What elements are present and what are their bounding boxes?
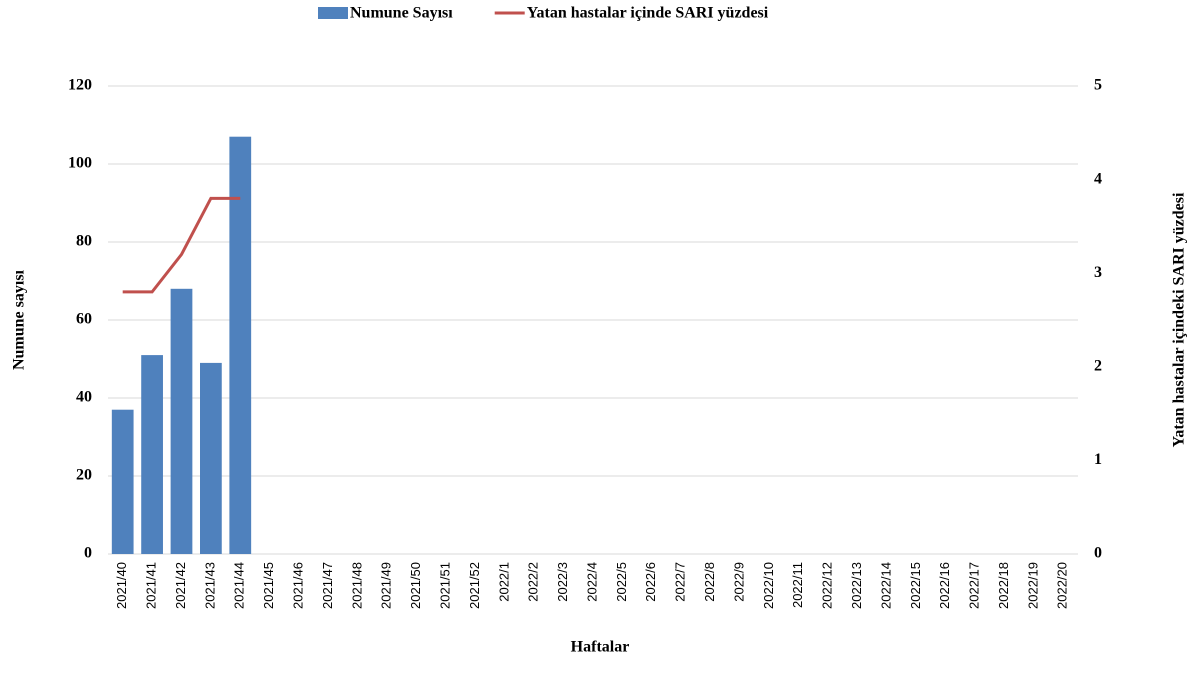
bar [229,136,252,554]
y-tick-label: 0 [84,545,92,562]
bar [200,362,222,554]
x-tick-label: 2021/45 [261,562,276,609]
legend-label: Yatan hastalar içinde SARI yüzdesi [527,5,769,22]
y2-tick-label: 0 [1094,545,1102,562]
x-tick-label: 2021/41 [144,562,159,609]
y-tick-label: 20 [76,467,92,484]
y2-tick-label: 3 [1094,264,1102,281]
y-tick-label: 60 [76,311,92,328]
y-tick-label: 120 [68,77,92,94]
x-tick-label: 2021/51 [437,562,452,609]
x-tick-label: 2021/47 [320,562,335,609]
y2-tick-label: 4 [1094,170,1102,187]
x-tick-label: 2022/2 [526,562,541,602]
x-tick-label: 2021/42 [173,562,188,609]
x-tick-label: 2022/13 [849,562,864,609]
y-tick-label: 100 [68,155,92,172]
x-tick-label: 2022/4 [584,562,599,602]
legend-swatch [318,7,348,19]
y-tick-label: 40 [76,389,92,406]
x-tick-label: 2022/14 [878,562,893,609]
x-tick-label: 2021/52 [467,562,482,609]
line [122,196,241,294]
x-tick-label: 2021/46 [290,562,305,609]
x-tick-label: 2022/15 [908,562,923,609]
x-tick-label: 2022/16 [937,562,952,609]
y-axis-label: Numune sayısı [11,269,28,370]
x-tick-label: 2022/5 [614,562,629,602]
y2-axis-label: Yatan hastalar içindeki SARI yüzdesi [1171,192,1188,447]
x-tick-label: 2022/12 [820,562,835,609]
x-tick-label: 2021/48 [349,562,364,609]
x-tick-label: 2022/18 [996,562,1011,609]
x-tick-label: 2021/50 [408,562,423,609]
x-tick-label: 2022/10 [761,562,776,609]
legend-label: Numune Sayısı [350,5,453,22]
x-tick-label: 2021/43 [202,562,217,609]
x-tick-label: 2022/20 [1055,562,1070,609]
bar [141,355,163,554]
x-axis-label: Haftalar [571,639,630,656]
y2-tick-label: 2 [1094,357,1102,374]
x-tick-label: 2021/40 [114,562,129,609]
x-tick-label: 2022/11 [790,562,805,608]
x-tick-label: 2022/7 [673,562,688,602]
y-tick-label: 80 [76,233,92,250]
y2-tick-label: 5 [1094,77,1102,94]
x-tick-label: 2022/17 [967,562,982,609]
x-tick-label: 2021/44 [232,562,247,609]
bar [111,409,134,554]
x-tick-label: 2021/49 [379,562,394,609]
x-tick-label: 2022/8 [702,562,717,602]
x-tick-label: 2022/19 [1025,562,1040,609]
x-tick-label: 2022/6 [643,562,658,602]
x-tick-label: 2022/3 [555,562,570,602]
x-tick-label: 2022/1 [496,562,511,602]
x-tick-label: 2022/9 [731,562,746,602]
y2-tick-label: 1 [1094,451,1102,468]
bar [170,288,193,554]
